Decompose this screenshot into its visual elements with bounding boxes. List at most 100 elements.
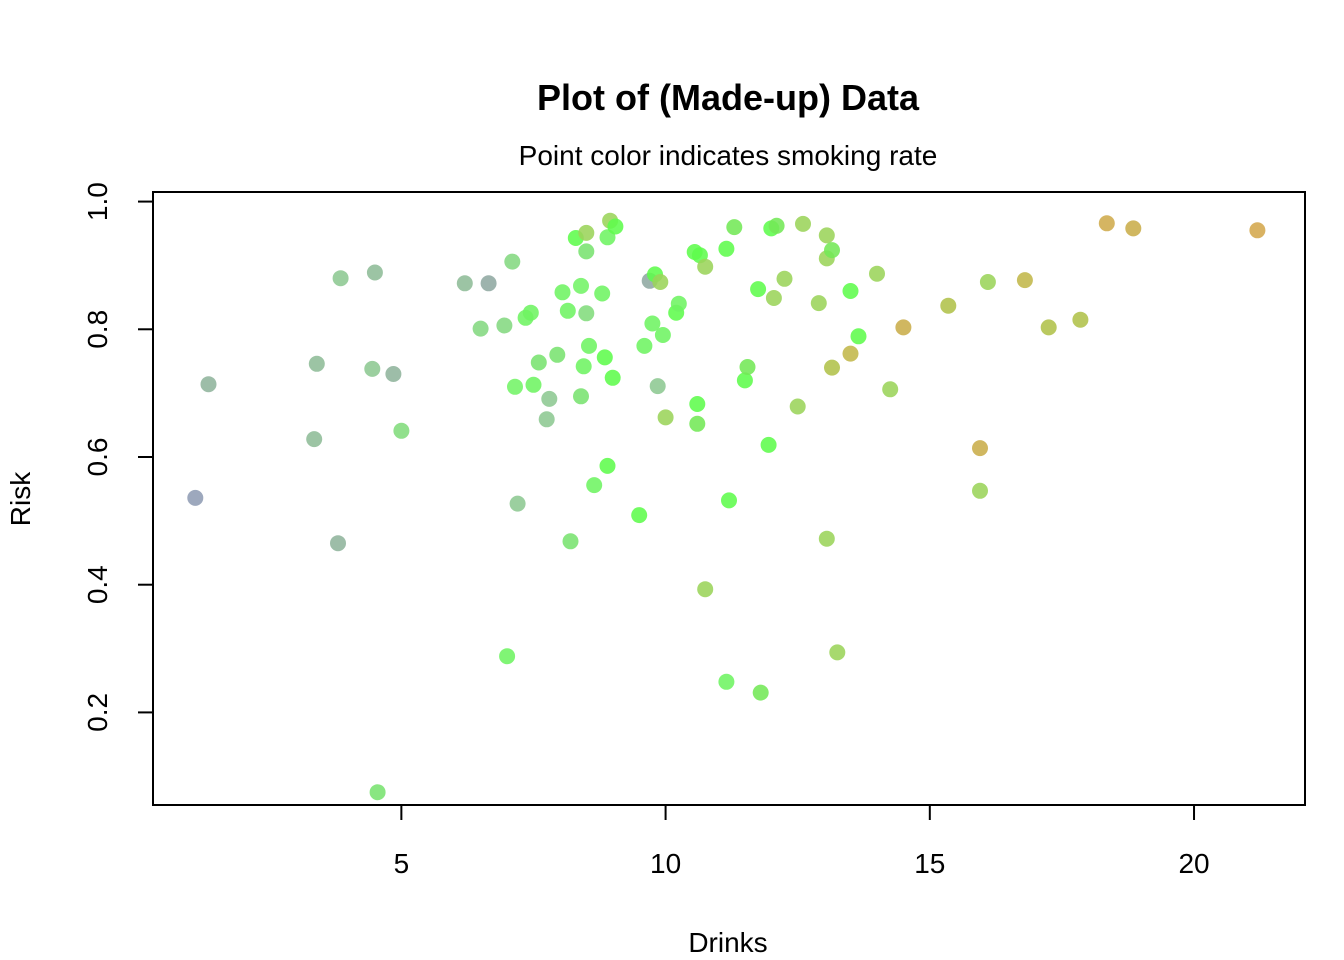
chart-subtitle: Point color indicates smoking rate [519,140,938,171]
data-point [541,390,558,407]
data-point [721,492,737,509]
data-point [979,274,996,290]
data-point [1040,319,1057,336]
data-point [869,265,885,282]
data-point [1125,220,1142,237]
data-point [882,381,899,398]
y-tick-label: 0.6 [82,438,113,477]
data-point [573,388,589,405]
data-point [578,224,595,241]
data-point [499,648,516,665]
data-point [525,376,542,393]
data-point [652,274,669,290]
data-point [366,264,383,281]
data-point [1072,311,1089,328]
data-point [200,376,217,393]
data-point [972,482,988,499]
data-point [578,243,595,260]
data-point [554,284,571,301]
data-point [824,242,840,259]
data-point [456,275,473,292]
data-point [654,327,671,343]
data-point [795,215,811,232]
data-point [644,315,661,332]
data-point [829,644,846,661]
data-point [306,431,323,448]
chart-title: Plot of (Made-up) Data [537,77,920,118]
data-point [480,275,497,292]
data-point [768,217,785,234]
data-point [631,507,648,524]
data-point [789,398,806,415]
data-point [538,411,555,428]
data-point [385,366,402,382]
data-point [818,227,835,244]
data-point [573,277,589,294]
y-tick-label: 0.8 [82,310,113,349]
data-point [369,784,386,801]
y-tick-label: 0.4 [82,565,113,604]
y-tick-label: 0.2 [82,693,113,732]
x-tick-label: 5 [394,848,410,879]
data-point [496,317,513,334]
data-point [895,319,912,336]
data-point [718,673,735,690]
data-point [509,495,526,512]
data-point [559,302,576,319]
data-point [697,581,714,598]
data-point [596,349,613,366]
data-point [599,457,616,474]
data-point [581,337,597,354]
data-point [332,270,349,287]
data-point [842,345,859,362]
data-point [562,533,579,550]
data-point [649,378,666,395]
data-point [940,297,957,314]
x-tick-label: 15 [914,848,945,879]
data-point [824,359,840,376]
data-point [187,489,204,506]
x-axis: 5 10 15 20 [394,804,1210,879]
y-tick-label: 1.0 [82,182,113,221]
data-point [750,281,767,298]
data-point [810,295,827,312]
data-point [364,360,381,377]
data-point [549,346,566,363]
x-tick-label: 10 [650,848,681,879]
data-point [472,320,489,337]
data-point [670,295,687,312]
data-point [507,378,523,395]
data-point [726,219,743,236]
x-tick-label: 20 [1178,848,1209,879]
data-point [818,530,835,547]
data-point [739,359,756,375]
data-point [689,415,706,432]
y-axis-label: Risk [5,471,36,526]
data-point [752,684,769,701]
data-point [575,358,592,375]
data-point [594,285,611,302]
data-point [1016,272,1033,289]
data-point [736,372,753,389]
data-point [760,436,777,453]
y-axis: 0.2 0.4 0.6 0.8 1.0 [82,182,154,732]
data-point [842,283,859,299]
data-point [689,396,706,412]
data-point [718,240,735,257]
data-point [776,270,793,287]
data-point [530,354,547,371]
data-point [1249,222,1266,239]
data-point [765,290,782,306]
data-point [393,422,410,439]
data-point [586,477,603,494]
data-point [972,440,988,457]
data-point [850,328,867,345]
points-layer [187,212,1266,801]
data-point [636,337,653,354]
x-axis-label: Drinks [688,927,767,958]
data-point [657,409,674,426]
data-point [330,535,346,552]
data-point [578,305,595,322]
data-point [308,355,325,372]
